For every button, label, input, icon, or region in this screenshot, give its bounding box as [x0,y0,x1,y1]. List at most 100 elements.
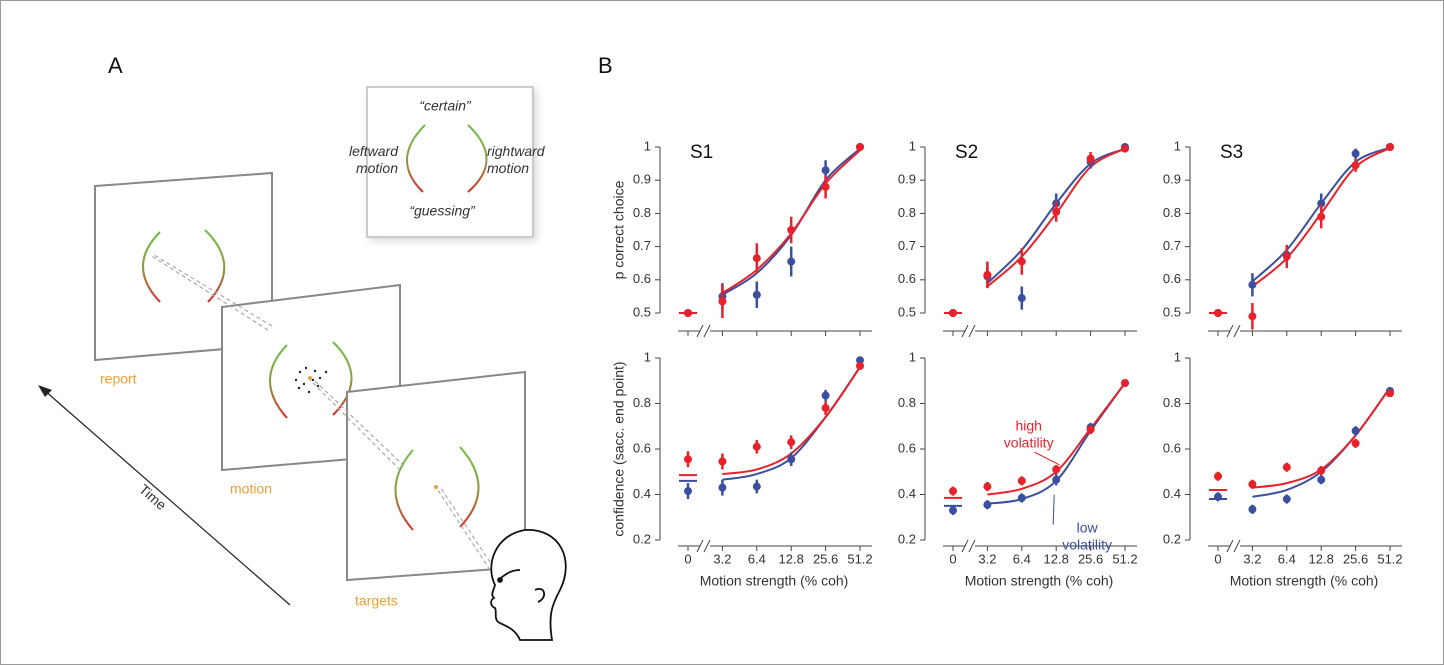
data-point [1214,492,1222,501]
y-tick-label: 0.6 [898,440,916,455]
y-tick-label: 0.5 [898,304,916,319]
data-point [1017,493,1026,502]
x-tick-label: 6.4 [1278,551,1296,566]
data-point [1086,425,1095,434]
legend-pointer [1034,451,1060,466]
data-point [1248,280,1257,289]
data-point [949,487,957,496]
axis-break [1233,324,1241,338]
x-axis-label: Motion strength (% coh) [700,573,849,589]
data-point [718,297,727,306]
data-point [787,226,796,234]
chart: 0.5 0.6 0.7 0.8 0.9 1 S3 [1163,138,1402,338]
data-point [1317,475,1326,484]
data-point [1351,161,1360,170]
data-point [1052,207,1061,216]
y-tick-label: 0.6 [1163,440,1181,455]
x-tick-label: 0 [1214,551,1221,566]
data-point [1351,439,1360,448]
data-point [1282,252,1291,261]
data-point [1214,472,1222,481]
legend-pointer [1052,494,1055,525]
axis-break [968,539,976,553]
y-tick-label: 0.8 [1163,205,1181,220]
panel-label: B [598,53,613,78]
data-point [684,309,692,317]
data-point [949,309,957,317]
time-label: Time [136,481,170,513]
inset-label: “certain” [419,98,472,114]
y-tick-label: 0.9 [1163,172,1181,187]
panel-a-diagram: “certain” “guessing” leftward motion righ… [38,86,567,641]
x-tick-label: 12.8 [1309,551,1334,566]
x-tick-label: 6.4 [1013,551,1031,566]
chart: 0.2 0.4 0.6 0.8 1 0 3.2 6.4 12.8 25.6 51.2 Motion s… [1163,349,1403,588]
y-tick-label: 0.9 [633,172,651,187]
data-point [821,391,830,400]
data-point [1282,463,1291,472]
screen-label: motion [230,481,272,497]
data-point [1017,476,1026,485]
data-point [752,482,761,491]
data-point [752,442,761,451]
y-tick-label: 0.8 [633,205,651,220]
inset-label: rightward motion [487,143,546,176]
x-tick-label: 0 [684,551,691,566]
chart-title: S1 [690,142,713,163]
data-point [718,483,727,492]
data-point [856,361,864,370]
data-point [983,500,992,509]
inset-label: leftward motion [349,143,399,176]
data-point [787,438,796,447]
chart: 0.5 0.6 0.7 0.8 0.9 1 S2 [898,138,1137,338]
axis-break [1226,324,1234,338]
x-tick-label: 51.2 [1377,551,1402,566]
y-tick-label: 0.4 [898,486,916,501]
y-tick-label: 0.8 [898,205,916,220]
data-point [821,166,830,175]
data-point [1248,312,1257,321]
data-point [821,182,830,191]
data-point [1317,199,1326,208]
x-tick-label: 25.6 [1343,551,1368,566]
y-tick-label: 0.9 [898,172,916,187]
x-tick-label: 51.2 [1112,551,1137,566]
panel-label: A [108,53,123,78]
data-point [983,270,992,279]
axis-break [696,539,704,553]
screen-label: report [100,371,137,387]
y-tick-label: 0.8 [633,395,651,410]
data-point [1121,144,1129,153]
data-point [1052,475,1061,484]
data-point [1351,149,1360,158]
data-point [787,257,796,266]
data-point [684,487,692,496]
chart: 0.5 0.6 0.7 0.8 0.9 1 p correct choice S1 [611,138,872,338]
y-tick-label: 0.2 [633,531,651,546]
y-tick-label: 0.7 [898,238,916,253]
data-point [1386,389,1394,398]
axis-break [968,324,976,338]
data-point [856,356,864,365]
data-point [752,290,761,299]
y-tick-label: 1 [909,138,916,153]
y-axis-label: p correct choice [611,180,627,279]
data-point [1351,426,1360,435]
chart: 0.2 0.4 0.6 0.8 1 0 3.2 6.4 12.8 25.6 51.2 Motion s… [611,349,873,588]
x-tick-label: 25.6 [813,551,838,566]
x-tick-label: 51.2 [847,551,872,566]
x-tick-label: 12.8 [779,551,804,566]
y-tick-label: 0.8 [1163,395,1181,410]
legend-label: high volatility [1004,417,1054,450]
data-point [856,143,864,151]
data-point [983,482,992,491]
data-point [1214,309,1222,317]
data-point [949,506,957,515]
x-axis-label: Motion strength (% coh) [1230,573,1379,589]
x-axis-label: Motion strength (% coh) [965,573,1114,589]
y-tick-label: 0.6 [633,440,651,455]
y-tick-label: 1 [1174,138,1181,153]
chart-title: S3 [1220,142,1243,163]
y-tick-label: 1 [644,349,651,364]
legend-label: low volatility [1062,519,1112,552]
